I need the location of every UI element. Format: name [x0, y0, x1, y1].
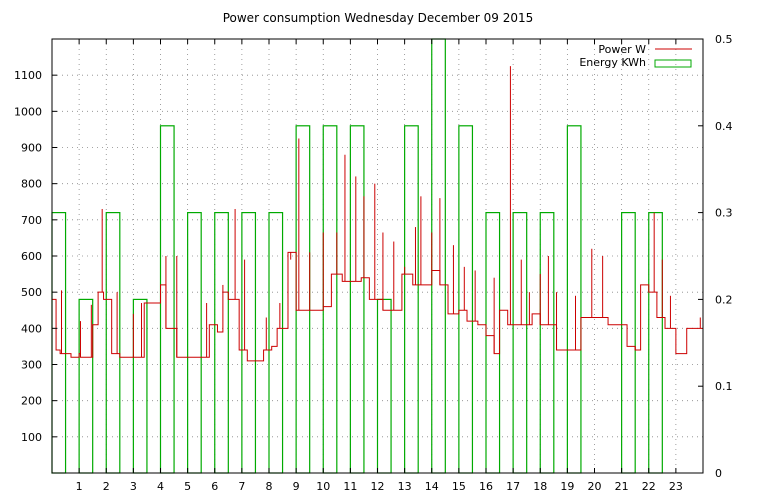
energy-bar — [539, 212, 555, 474]
x-tick-label: 10 — [316, 480, 330, 493]
x-tick-label: 18 — [533, 480, 547, 493]
y-left-tick-label: 600 — [21, 250, 42, 263]
y-right-tick-label: 0.4 — [715, 120, 733, 133]
x-tick-label: 16 — [479, 480, 493, 493]
legend-label-power: Power W — [598, 43, 646, 56]
energy-bar — [648, 212, 663, 474]
energy-series-layer — [51, 38, 663, 474]
y-left-tick-label: 1000 — [14, 105, 42, 118]
y-right-tick-label: 0 — [715, 467, 722, 480]
x-tick-label: 15 — [452, 480, 466, 493]
x-tick-label: 2 — [103, 480, 110, 493]
plot-frame — [51, 38, 704, 474]
x-tick-label: 9 — [293, 480, 300, 493]
power-series-layer — [52, 66, 703, 362]
x-tick-label: 5 — [184, 480, 191, 493]
x-tick-label: 11 — [343, 480, 357, 493]
x-tick-label: 23 — [669, 480, 683, 493]
legend-label-energy: Energy KWh — [579, 56, 646, 69]
x-tick-label: 3 — [130, 480, 137, 493]
y-left-tick-label: 1100 — [14, 69, 42, 82]
chart-title: Power consumption Wednesday December 09 … — [223, 11, 534, 25]
y-left-tick-label: 400 — [21, 322, 42, 335]
energy-bar — [485, 212, 501, 474]
energy-bar — [78, 298, 94, 474]
energy-bar — [349, 125, 365, 474]
y-left-tick-label: 100 — [21, 431, 42, 444]
x-tick-label: 4 — [157, 480, 164, 493]
axis-layer: 1 2 3 4 5 6 7 8 9 10 11 12 13 14 15 16 17 18 19 20 21 22 23100… — [14, 33, 733, 493]
x-tick-label: 22 — [642, 480, 656, 493]
y-right-tick-label: 0.5 — [715, 33, 733, 46]
x-tick-label: 19 — [560, 480, 574, 493]
energy-bar — [621, 212, 636, 474]
energy-bar — [241, 212, 257, 474]
y-left-tick-label: 800 — [21, 178, 42, 191]
y-left-tick-label: 500 — [21, 286, 42, 299]
y-left-tick-label: 200 — [21, 395, 42, 408]
x-tick-label: 17 — [506, 480, 520, 493]
energy-bar — [187, 212, 202, 474]
y-right-tick-label: 0.3 — [715, 207, 733, 220]
x-tick-label: 7 — [238, 480, 245, 493]
x-tick-label: 14 — [425, 480, 439, 493]
energy-bar — [404, 125, 419, 474]
x-tick-label: 12 — [371, 480, 385, 493]
x-tick-label: 1 — [76, 480, 83, 493]
x-tick-label: 20 — [588, 480, 602, 493]
x-tick-label: 21 — [615, 480, 629, 493]
energy-bar — [159, 125, 175, 474]
legend-box-energy — [654, 59, 692, 68]
energy-bar — [105, 212, 121, 474]
energy-bar — [566, 125, 582, 474]
legend: Power W Energy KWh — [579, 43, 692, 69]
energy-bar — [132, 298, 148, 474]
energy-bar — [214, 212, 229, 474]
energy-bar — [268, 212, 284, 474]
x-tick-label: 6 — [211, 480, 218, 493]
energy-bar — [376, 298, 392, 474]
y-left-tick-label: 300 — [21, 359, 42, 372]
y-left-tick-label: 900 — [21, 142, 42, 155]
y-right-tick-label: 0.2 — [715, 293, 733, 306]
energy-bar — [512, 212, 528, 474]
energy-bar — [322, 125, 338, 474]
y-left-tick-label: 700 — [21, 214, 42, 227]
energy-bar — [431, 38, 446, 474]
energy-bar — [295, 125, 311, 474]
energy-bar — [51, 212, 67, 474]
x-tick-label: 8 — [266, 480, 273, 493]
x-tick-label: 13 — [398, 480, 412, 493]
y-right-tick-label: 0.1 — [715, 380, 733, 393]
energy-bar — [458, 125, 474, 474]
